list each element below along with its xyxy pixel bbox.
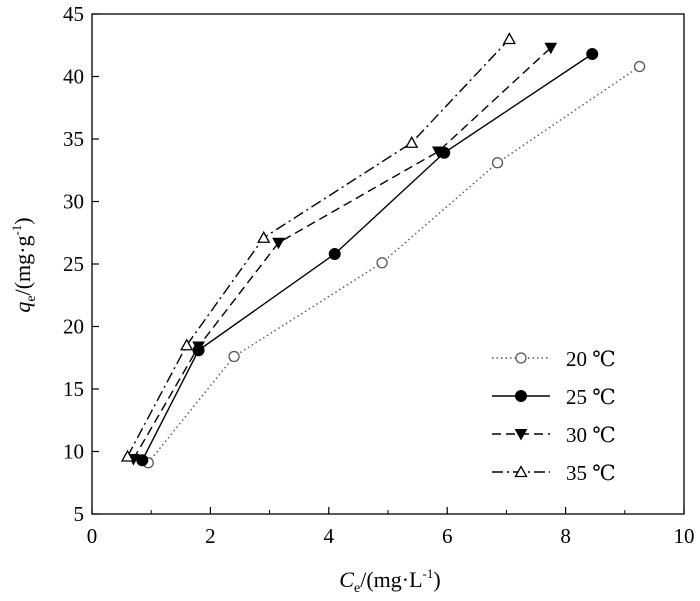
- series-2: [136, 48, 599, 467]
- data-point: [544, 42, 558, 55]
- x-axis-label: Ce/(mg·L-1): [339, 566, 440, 596]
- legend-marker: [515, 352, 527, 364]
- legend: 20 ℃ 25 ℃ 30 ℃ 35 ℃: [492, 347, 616, 485]
- data-point: [328, 248, 341, 260]
- x-tick-label: 10: [674, 524, 695, 548]
- data-point: [405, 135, 419, 148]
- series-layer: [120, 32, 646, 469]
- legend-marker: [514, 465, 528, 478]
- data-point: [491, 157, 504, 169]
- y-axis-ticks: 5 10 15 20 25 30 35 40 45: [63, 2, 99, 526]
- data-point: [272, 237, 285, 250]
- legend-entry: 30 ℃: [492, 423, 616, 447]
- data-point: [180, 338, 194, 351]
- data-point: [431, 146, 445, 159]
- legend-label: 30 ℃: [566, 423, 616, 447]
- data-point: [633, 60, 646, 73]
- y-axis-label: qe/(mg·g-1): [9, 217, 39, 312]
- y-tick-label: 45: [63, 2, 84, 26]
- y-tick-label: 25: [63, 252, 84, 276]
- y-tick-label: 20: [63, 315, 84, 339]
- legend-entry: 25 ℃: [492, 385, 616, 409]
- x-tick-label: 6: [442, 524, 453, 548]
- x-tick-label: 4: [324, 524, 335, 548]
- series-line: [132, 47, 552, 460]
- data-point: [136, 454, 149, 467]
- series-3: [127, 42, 558, 466]
- legend-entry: 20 ℃: [492, 347, 616, 371]
- legend-entry: 35 ℃: [492, 461, 616, 485]
- y-tick-label: 5: [74, 502, 85, 526]
- data-point: [120, 449, 135, 462]
- y-tick-label: 10: [63, 440, 84, 464]
- legend-marker: [515, 390, 527, 402]
- data-point: [192, 341, 205, 354]
- legend-label: 35 ℃: [566, 461, 616, 485]
- data-point: [586, 48, 599, 60]
- series-1: [142, 60, 646, 469]
- y-tick-label: 15: [63, 377, 84, 401]
- y-tick-label: 30: [63, 190, 84, 214]
- data-point: [228, 350, 240, 363]
- legend-marker: [514, 429, 528, 441]
- series-4: [120, 32, 516, 462]
- x-tick-label: 0: [87, 524, 98, 548]
- series-line: [126, 38, 510, 457]
- data-point: [257, 230, 271, 243]
- x-tick-label: 8: [560, 524, 571, 548]
- y-tick-label: 40: [63, 65, 84, 89]
- legend-label: 20 ℃: [566, 347, 616, 371]
- legend-label: 25 ℃: [566, 385, 616, 409]
- x-tick-label: 2: [205, 524, 216, 548]
- x-axis-ticks: 0 2 4 6 8 10: [87, 507, 695, 548]
- data-point: [502, 32, 516, 45]
- data-point: [376, 257, 388, 269]
- y-tick-label: 35: [63, 127, 84, 151]
